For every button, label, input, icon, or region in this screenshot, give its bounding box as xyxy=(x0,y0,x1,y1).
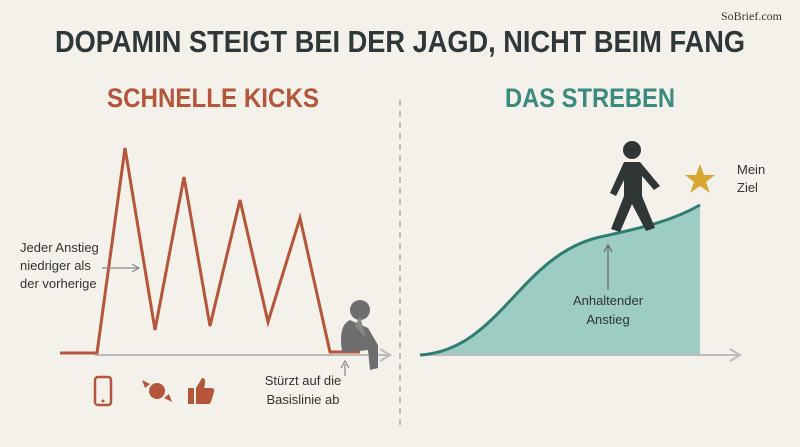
annotation-line: der vorherige xyxy=(20,276,97,291)
goal-label: Ziel xyxy=(737,180,758,195)
right-graph xyxy=(419,203,742,362)
sad-person xyxy=(341,300,378,370)
right-heading: DAS STREBEN xyxy=(505,83,675,113)
star xyxy=(685,164,715,193)
annotation-line: Jeder Anstieg xyxy=(20,240,99,255)
rise-label: Anhaltender xyxy=(573,293,644,308)
icons xyxy=(93,375,215,407)
crash-label: Stürzt auf die xyxy=(265,373,342,388)
annotation-line: niedriger als xyxy=(20,258,91,273)
title: DOPAMIN STEIGT BEI DER JAGD, NICHT BEIM … xyxy=(55,24,745,59)
rise-label: Anstieg xyxy=(586,312,629,327)
goal-label: Mein xyxy=(737,162,765,177)
walking-person xyxy=(610,141,660,232)
crash-label: Basislinie ab xyxy=(267,392,340,407)
left-heading: SCHNELLE KICKS xyxy=(107,83,319,113)
watermark: SoBrief.com xyxy=(721,9,783,23)
left-graph xyxy=(60,147,392,362)
